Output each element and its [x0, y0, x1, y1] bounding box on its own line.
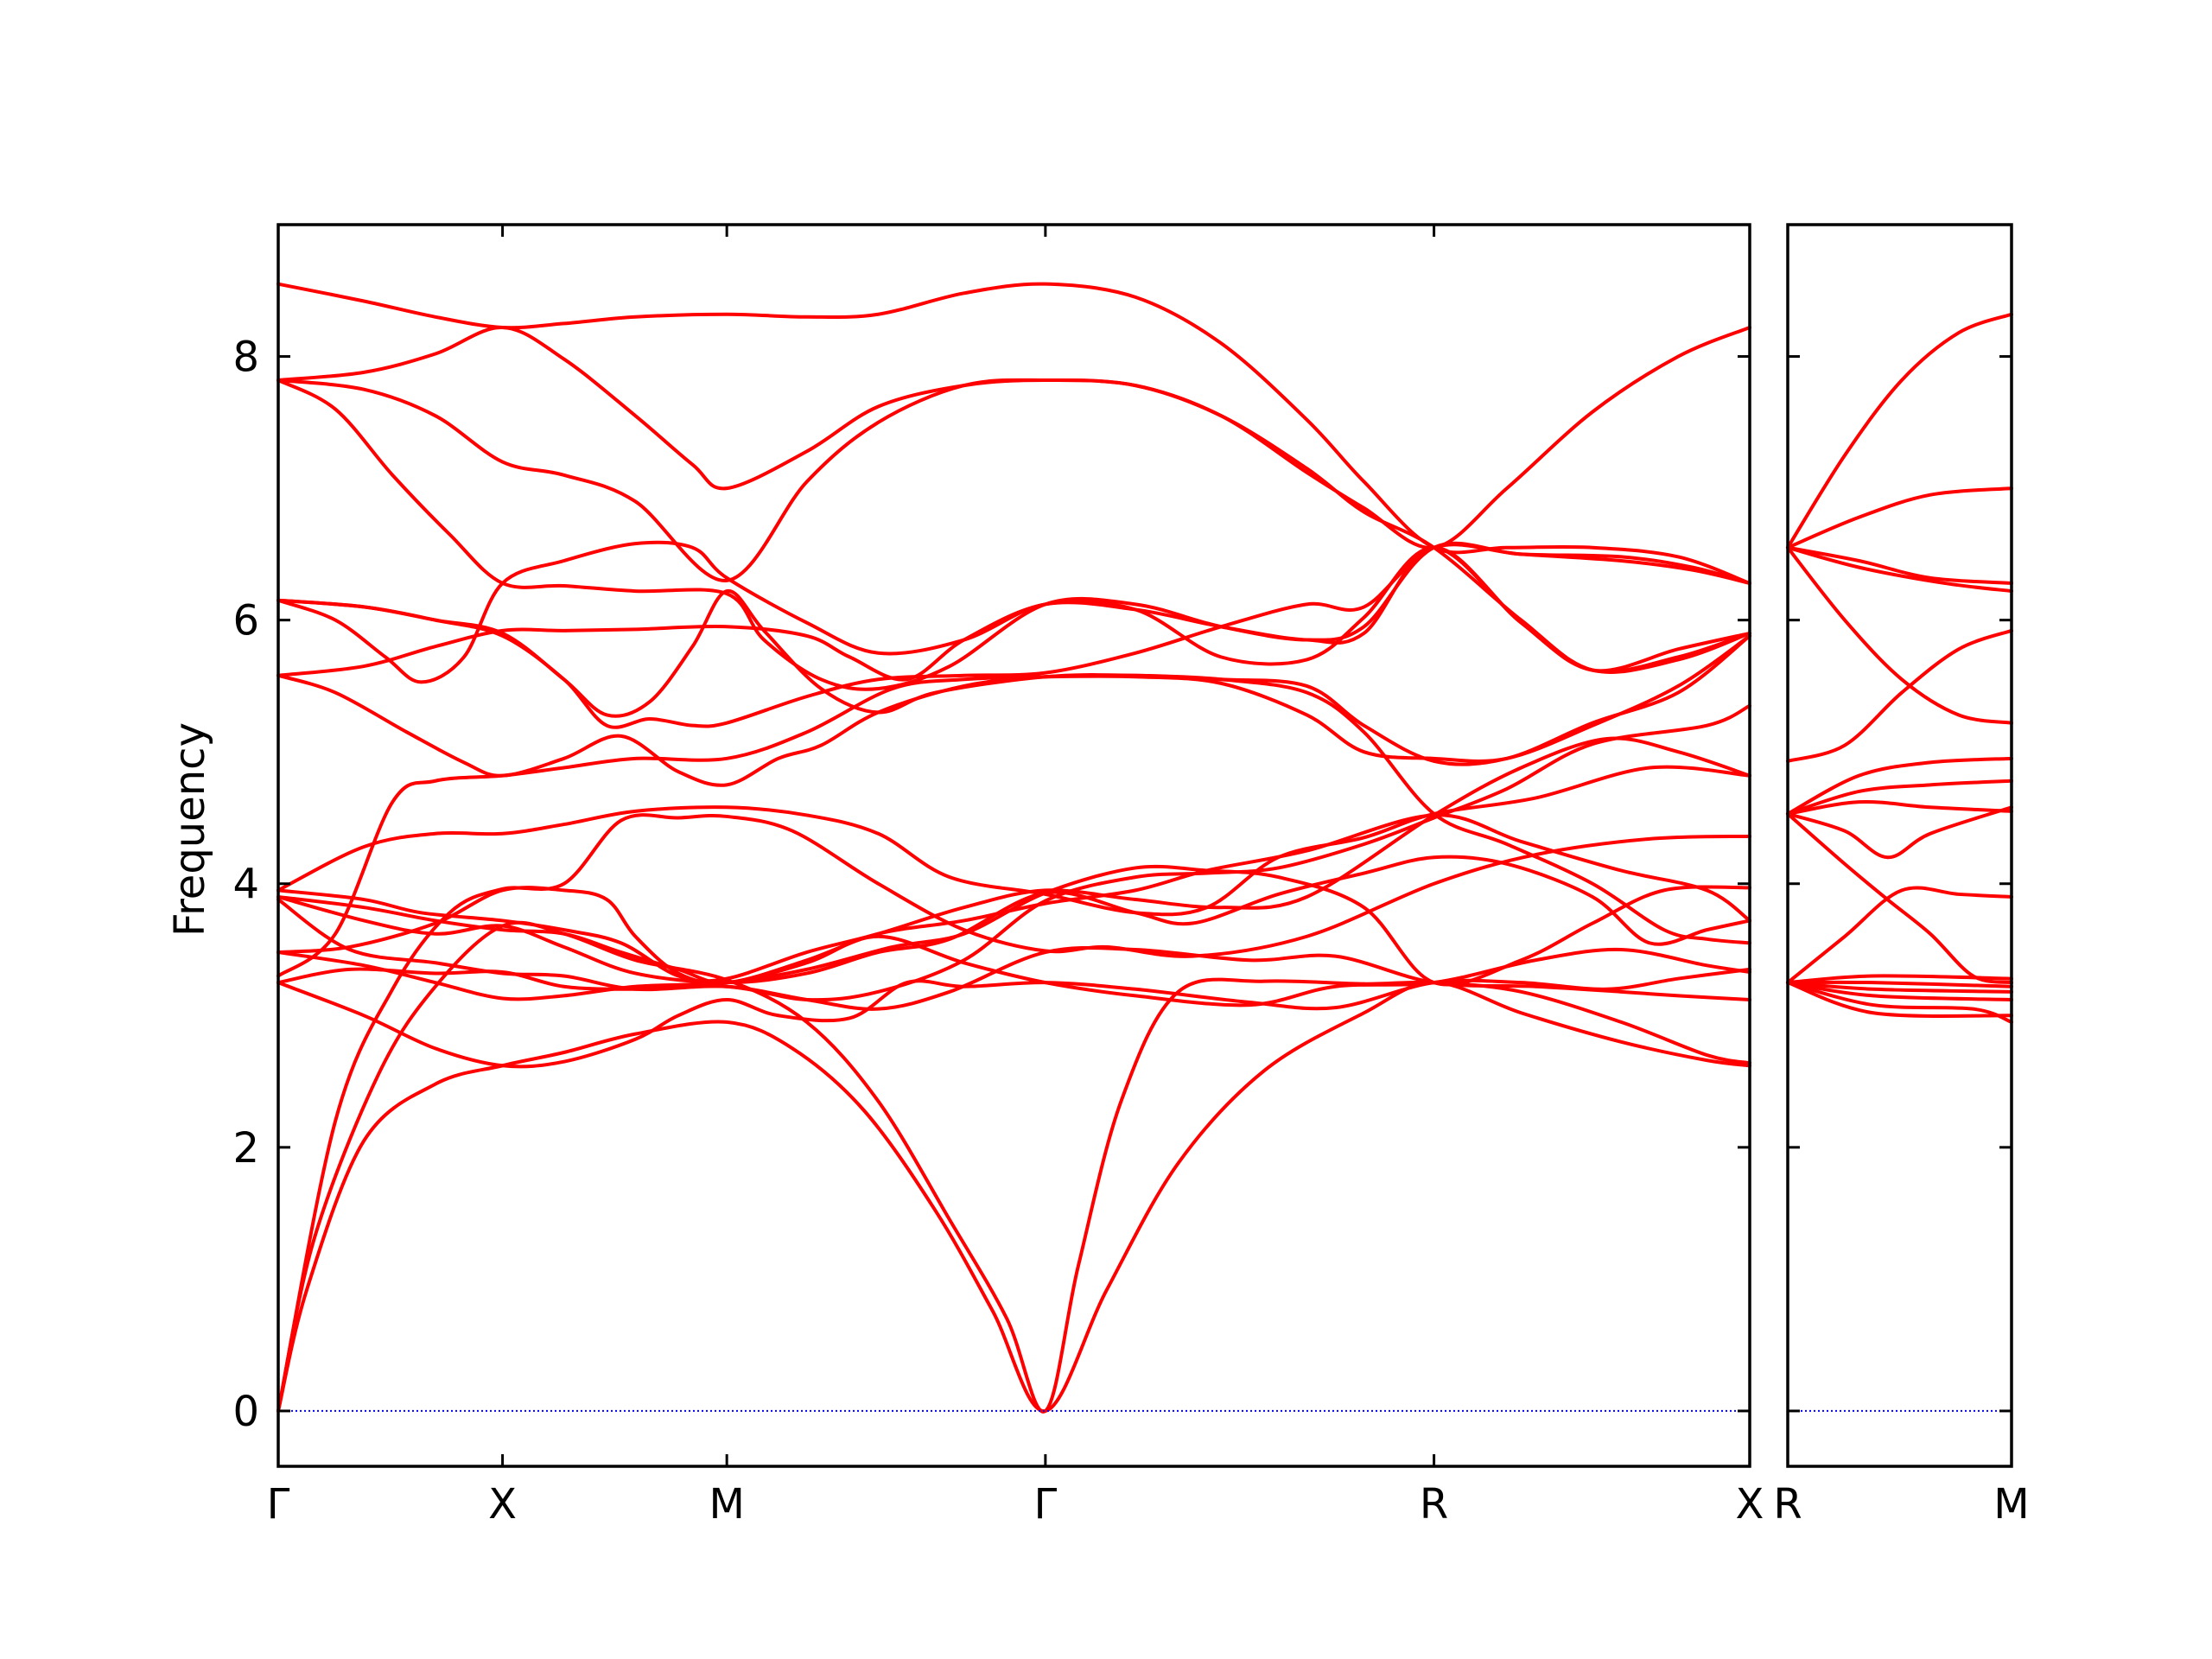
- band-line: [1786, 980, 2013, 988]
- x-tick-label: Γ: [267, 1480, 290, 1529]
- band-line: [276, 898, 1751, 1011]
- band-line: [276, 886, 1751, 1007]
- y-axis-label: Frequency: [166, 722, 214, 937]
- main-panel-bands: [276, 282, 1751, 1414]
- band-line: [1786, 545, 2013, 594]
- y-tick-label: 8: [232, 334, 259, 382]
- main-panel-frame: [276, 223, 1751, 1468]
- y-axis-ticks: 0 2 4 6 8: [232, 334, 1750, 1436]
- main-panel: 0 2 4 6 8 Γ X M Γ R X: [232, 223, 1764, 1529]
- band-line: [1786, 799, 2013, 816]
- band-line: [276, 282, 1751, 585]
- x-tick-label: M: [1993, 1480, 2029, 1529]
- x-tick-label: M: [709, 1480, 744, 1529]
- band-line: [276, 325, 1751, 550]
- band-line: [276, 920, 1751, 1414]
- band-line: [1786, 779, 2013, 816]
- side-panel-y-ticks: [1788, 355, 2012, 1413]
- band-line: [1786, 981, 2013, 1024]
- band-line: [276, 545, 1751, 682]
- band-line: [1786, 981, 2013, 994]
- band-line: [276, 543, 1751, 729]
- band-line: [1786, 545, 2013, 585]
- x-tick-label: R: [1420, 1480, 1448, 1529]
- x-tick-label: X: [488, 1480, 517, 1529]
- y-tick-label: 4: [232, 861, 259, 909]
- band-line: [1786, 981, 2013, 1018]
- x-tick-label: X: [1736, 1480, 1764, 1529]
- y-tick-label: 2: [232, 1124, 259, 1173]
- band-line: [276, 540, 1751, 684]
- band-line: [1786, 886, 2013, 985]
- band-line: [276, 736, 1751, 983]
- band-line: [1786, 545, 2013, 725]
- band-line: [1786, 312, 2013, 550]
- band-line: [276, 981, 1751, 1413]
- side-panel-frame: [1786, 223, 2013, 1468]
- band-line: [276, 378, 1751, 691]
- x-tick-label: Γ: [1033, 1480, 1057, 1529]
- band-line: [1786, 805, 2013, 860]
- band-line: [1786, 981, 2013, 1001]
- band-line: [276, 864, 1751, 1001]
- band-line: [276, 765, 1751, 917]
- band-line: [276, 813, 1751, 985]
- y-tick-label: 6: [232, 597, 259, 645]
- band-line: [276, 813, 1751, 1413]
- band-line: [1786, 756, 2013, 816]
- band-line: [1786, 974, 2013, 985]
- x-tick-label: R: [1773, 1480, 1802, 1529]
- band-line: [276, 967, 1751, 1069]
- y-tick-label: 0: [232, 1388, 259, 1436]
- band-line: [1786, 486, 2013, 550]
- band-line: [276, 378, 1751, 674]
- band-line: [1786, 628, 2013, 763]
- side-panel-bands: [1786, 312, 2013, 1024]
